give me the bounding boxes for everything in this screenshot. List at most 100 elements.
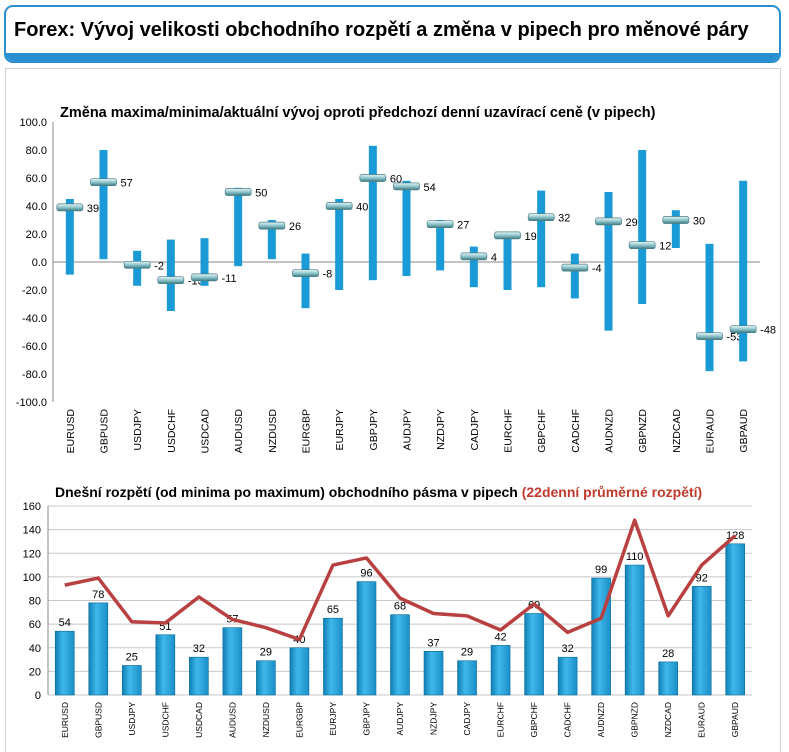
data-label: 92: [696, 572, 708, 584]
range-bar: [335, 199, 344, 290]
data-label: 32: [193, 643, 205, 655]
chart-title-main: Dnešní rozpětí (od minima po maximum) ob…: [55, 484, 522, 500]
y-tick-label: -40.0: [22, 313, 47, 325]
current-marker: [191, 273, 218, 282]
y-tick-label: 100: [23, 572, 41, 584]
x-tick-label: NZDJPY: [435, 409, 447, 450]
range-bar: [671, 210, 680, 248]
x-tick-label: CADCHF: [563, 702, 573, 737]
x-tick-label: GBPNZD: [637, 409, 649, 453]
data-label: 29: [461, 647, 473, 659]
range-bar: [323, 617, 343, 696]
data-label: 19: [525, 231, 537, 243]
range-bar: [356, 581, 377, 696]
y-tick-label: 60: [29, 619, 41, 631]
data-label: 78: [92, 589, 104, 601]
data-label: 28: [662, 648, 674, 660]
data-label: 26: [289, 221, 301, 233]
current-marker: [662, 216, 690, 224]
range-bar: [222, 627, 243, 696]
data-label: 50: [255, 188, 267, 200]
y-tick-label: -20.0: [22, 285, 47, 297]
range-bar: [624, 564, 645, 696]
current-marker: [460, 252, 488, 261]
data-label: 68: [394, 601, 406, 613]
data-label: -11: [222, 273, 237, 285]
x-tick-label: GBPUSD: [99, 409, 111, 454]
range-bar: [537, 190, 546, 288]
x-tick-label: NZDUSD: [261, 702, 271, 737]
range-bar: [99, 150, 108, 260]
current-marker: [561, 263, 589, 272]
current-marker: [258, 221, 286, 230]
range-bar: [604, 192, 613, 331]
average-range-line: [64, 518, 737, 642]
y-tick-label: 0: [35, 690, 41, 702]
y-tick-label: 0.0: [32, 257, 47, 269]
data-label: 110: [626, 551, 644, 563]
data-label: 29: [260, 647, 272, 659]
data-label: 12: [659, 241, 671, 253]
current-marker: [729, 325, 757, 334]
current-marker: [90, 178, 117, 187]
data-label: -4: [592, 263, 602, 275]
x-tick-label: NZDCAD: [671, 409, 683, 453]
range-bar: [65, 199, 74, 275]
range-bar: [402, 180, 411, 276]
data-label: 99: [595, 564, 607, 576]
current-marker: [224, 188, 252, 196]
y-tick-label: -100.0: [16, 397, 47, 409]
range-bar: [524, 613, 544, 696]
data-label: -48: [760, 325, 776, 337]
current-marker: [325, 202, 353, 210]
x-tick-label: CADJPY: [462, 702, 472, 736]
x-tick-label: EURCHF: [496, 702, 506, 737]
data-label: 4: [491, 252, 497, 264]
x-tick-label: EURUSD: [65, 409, 77, 454]
data-label: 32: [558, 213, 570, 225]
data-label: 54: [59, 617, 71, 629]
current-marker: [292, 269, 319, 278]
range-bar: [155, 634, 176, 696]
current-marker: [696, 332, 723, 341]
x-tick-label: EURJPY: [328, 702, 338, 736]
y-tick-label: 80.0: [26, 145, 47, 157]
x-tick-label: NZDUSD: [267, 409, 279, 453]
y-tick-label: -60.0: [22, 341, 47, 353]
range-bar: [234, 187, 243, 267]
current-marker: [628, 241, 656, 250]
range-bar: [289, 647, 310, 696]
range-bar: [267, 220, 276, 260]
x-tick-label: GBPAUD: [738, 409, 750, 453]
range-bar: [658, 661, 678, 696]
y-tick-label: 100.0: [19, 117, 47, 129]
range-bar: [503, 234, 512, 290]
data-label: 29: [626, 217, 638, 229]
x-tick-label: NZDJPY: [429, 702, 439, 735]
range-bar: [166, 239, 175, 311]
range-bar: [436, 220, 445, 271]
data-label: -2: [154, 260, 164, 272]
current-marker: [527, 213, 555, 222]
range-bar: [189, 656, 209, 696]
x-tick-label: USDCAD: [194, 702, 204, 738]
current-marker: [393, 182, 420, 191]
x-tick-label: GBPUSD: [93, 702, 103, 738]
data-label: 57: [121, 178, 133, 190]
current-marker: [56, 203, 84, 212]
data-label: 32: [561, 643, 573, 655]
x-tick-label: GBPAUD: [730, 702, 740, 737]
x-tick-label: EURUSD: [60, 702, 70, 738]
x-tick-label: NZDCAD: [663, 702, 673, 737]
range-bar: [570, 253, 579, 299]
current-marker: [595, 217, 622, 226]
data-label: 40: [356, 202, 368, 214]
x-tick-label: USDCHF: [160, 702, 170, 737]
range-bar: [301, 253, 310, 309]
range-bar: [638, 150, 647, 304]
x-tick-label: AUDJPY: [402, 409, 414, 450]
x-tick-label: GBPJPY: [368, 409, 380, 450]
x-tick-label: USDCAD: [200, 409, 212, 454]
data-label: 37: [427, 637, 439, 649]
range-bar: [390, 614, 410, 696]
